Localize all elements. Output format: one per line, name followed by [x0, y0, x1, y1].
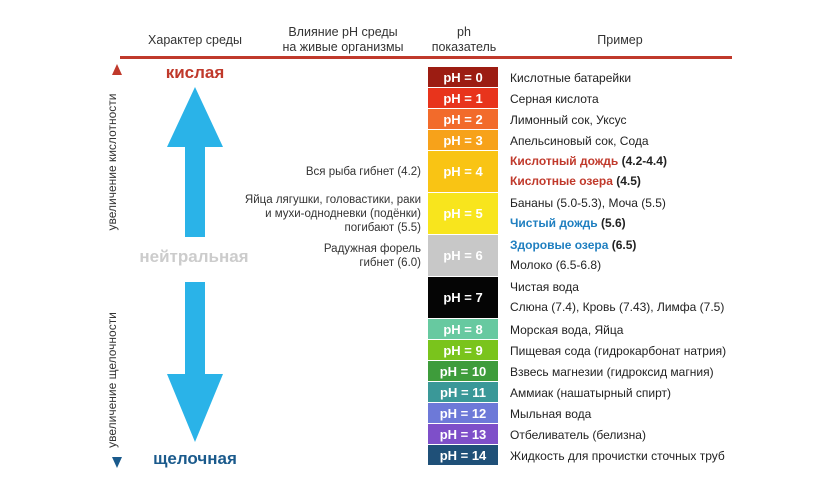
header-ph-line2: показатель	[431, 40, 497, 54]
effect-line: погибают (5.5)	[344, 222, 421, 234]
ph-label: pH = 7	[443, 290, 483, 305]
acid-label: кислая	[165, 63, 225, 82]
example-text: Бананы (5.0-5.3), Моча (5.5)	[510, 196, 666, 210]
example-text: Кислотный дождь (4.2-4.4)	[510, 154, 667, 168]
example-text: Здоровые озера (6.5)	[510, 238, 636, 252]
header-character: Характер среды	[148, 33, 242, 47]
example-segment: Жидкость для прочистки сточных труб	[510, 448, 725, 463]
effect-text: Радужная форель гибнет (6.0)	[324, 242, 421, 270]
example-segment: Аммиак (нашатырный спирт)	[510, 385, 671, 400]
ph-cell: pH = 8	[428, 319, 498, 340]
header-influence: Влияние pH среды на живые организмы	[258, 25, 428, 55]
example-segment: Кислотные батарейки	[510, 70, 632, 85]
alkaline-label: щелочная	[153, 449, 237, 468]
header-influence-line1: Влияние pH среды	[288, 25, 398, 39]
ph-label: pH = 2	[443, 111, 483, 127]
example-segment: (4.2-4.4)	[618, 154, 667, 168]
ph-cell: pH = 0	[428, 67, 498, 88]
example-segment: Здоровые озера	[510, 238, 609, 252]
example-text: Кислотные озера (4.5)	[510, 174, 641, 188]
effect-text: Вся рыба гибнет (4.2)	[306, 165, 421, 179]
ph-cell: pH = 12	[428, 403, 498, 424]
ph-cell: pH = 3	[428, 130, 498, 151]
ph-cell: pH = 13	[428, 424, 498, 445]
acidity-increase-label: увеличение кислотности	[105, 93, 119, 231]
arrow-up-icon	[167, 87, 223, 237]
ph-label: pH = 1	[443, 90, 483, 106]
example-text: Слюна (7.4), Кровь (7.43), Лимфа (7.5)	[510, 300, 724, 314]
arrow-down-icon	[167, 282, 223, 442]
ph-label: pH = 13	[439, 426, 487, 442]
neutral-label: нейтральная	[139, 247, 249, 266]
ph-label: pH = 9	[443, 342, 483, 358]
example-text: Лимонный сок, Уксус	[510, 113, 626, 127]
ph-cell: pH = 10	[428, 361, 498, 382]
example-segment: Слюна (7.4), Кровь (7.43), Лимфа (7.5)	[510, 300, 725, 314]
ph-label: pH = 10	[439, 363, 487, 379]
header-divider	[120, 56, 732, 59]
effect-text: Яйца лягушки, головастики, раки и мухи-од…	[245, 193, 421, 235]
header-ph-line1: ph	[457, 25, 471, 39]
ph-cell: pH = 5	[428, 193, 498, 235]
example-segment: Кислотные озера	[510, 174, 613, 188]
header-ph: ph показатель	[425, 25, 503, 55]
ph-label: pH = 12	[439, 405, 487, 421]
example-text: Кислотные батарейки	[510, 71, 631, 85]
effect-line: Вся рыба гибнет (4.2)	[305, 166, 421, 178]
example-text: Чистая вода	[510, 280, 579, 294]
example-segment: Молоко (6.5-6.8)	[510, 258, 602, 272]
example-text: Молоко (6.5-6.8)	[510, 258, 601, 272]
ph-label: pH = 4	[443, 164, 483, 179]
example-text: Аммиак (нашатырный спирт)	[510, 386, 671, 400]
ph-label: pH = 14	[439, 447, 487, 463]
ph-label: pH = 5	[443, 206, 483, 221]
header-influence-line2: на живые организмы	[282, 40, 404, 54]
example-segment: Отбеливатель (белизна)	[510, 427, 646, 442]
ph-label: pH = 3	[443, 132, 483, 148]
scale-arrow	[112, 64, 122, 468]
ph-label: pH = 11	[440, 384, 486, 400]
example-segment: Взвесь магнезии (гидроксид магния)	[510, 364, 714, 379]
alkalinity-increase-label: увеличение щелочности	[105, 312, 119, 448]
example-segment: (6.5)	[608, 238, 637, 252]
effect-line: и мухи-однодневки (подёнки)	[265, 208, 421, 220]
effect-line: Радужная форель	[323, 243, 421, 255]
example-segment: Морская вода, Яйца	[510, 322, 624, 337]
ph-cell: pH = 6	[428, 235, 498, 277]
example-text: Жидкость для прочистки сточных труб	[510, 449, 725, 463]
example-segment: Чистый дождь	[510, 216, 598, 230]
header-example: Пример	[597, 33, 643, 47]
example-text: Отбеливатель (белизна)	[510, 428, 646, 442]
example-segment: Пищевая сода (гидрокарбонат натрия)	[510, 343, 727, 358]
example-text: Взвесь магнезии (гидроксид магния)	[510, 365, 714, 379]
example-text: Апельсиновый сок, Сода	[510, 134, 649, 148]
ph-label: pH = 8	[443, 321, 483, 337]
example-segment: Чистая вода	[510, 280, 579, 294]
ph-cell: pH = 9	[428, 340, 498, 361]
example-segment: Лимонный сок, Уксус	[510, 112, 627, 127]
example-segment: (5.6)	[597, 216, 626, 230]
ph-label: pH = 0	[443, 69, 483, 85]
effect-line: Яйца лягушки, головастики, раки	[244, 194, 421, 206]
example-segment: Кислотный дождь	[510, 154, 619, 168]
example-segment: Апельсиновый сок, Сода	[510, 133, 649, 148]
example-text: Пищевая сода (гидрокарбонат натрия)	[510, 344, 726, 358]
ph-cell: pH = 14	[428, 445, 498, 466]
example-segment: Серная кислота	[510, 91, 599, 106]
ph-cell: pH = 11	[428, 382, 498, 403]
effect-line: гибнет (6.0)	[359, 257, 421, 269]
example-text: Морская вода, Яйца	[510, 323, 623, 337]
ph-cell: pH = 4	[428, 151, 498, 193]
ph-label: pH = 6	[443, 248, 483, 263]
example-segment: Бананы (5.0-5.3), Моча (5.5)	[510, 196, 666, 210]
ph-cell: pH = 1	[428, 88, 498, 109]
example-text: Мыльная вода	[510, 407, 591, 421]
example-text: Серная кислота	[510, 92, 599, 106]
example-segment: (4.5)	[612, 174, 641, 188]
ph-cell: pH = 2	[428, 109, 498, 130]
example-segment: Мыльная вода	[510, 406, 592, 421]
ph-cell: pH = 7	[428, 277, 498, 319]
example-text: Чистый дождь (5.6)	[510, 216, 626, 230]
